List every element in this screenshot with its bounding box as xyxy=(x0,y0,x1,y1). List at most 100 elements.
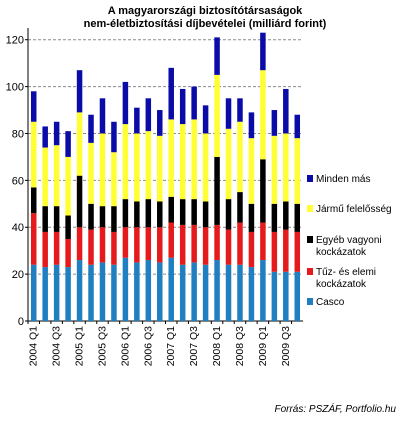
legend-label: Minden más xyxy=(316,174,370,185)
legend-swatch xyxy=(307,236,313,243)
y-tick-label: 100 xyxy=(6,82,24,94)
legend-swatch xyxy=(307,268,313,275)
y-tick-label: 20 xyxy=(12,269,24,281)
x-tick-label: 2009 Q1 xyxy=(257,326,269,366)
bar-segment xyxy=(111,231,117,265)
source-note: Forrás: PSZÁF, Portfolio.hu xyxy=(274,402,396,415)
y-tick-label: 120 xyxy=(6,35,24,47)
bar-segment xyxy=(283,88,289,134)
bar-segment xyxy=(214,37,220,75)
legend-swatch xyxy=(307,205,313,212)
bar-segment xyxy=(283,133,289,202)
y-tick-label: 80 xyxy=(12,128,24,140)
bar-segment xyxy=(145,227,152,261)
legend-label: Egyéb vagyoni kockázatok xyxy=(316,235,382,258)
bar-segment xyxy=(53,145,60,207)
bar-segment xyxy=(88,114,94,143)
bar-segment xyxy=(76,175,83,228)
bar-segment xyxy=(248,138,255,204)
bar-segment xyxy=(134,201,140,228)
bar-segment xyxy=(248,203,255,232)
bar-segment xyxy=(88,229,94,265)
bar-segment xyxy=(65,131,71,157)
bar-segment xyxy=(30,91,37,122)
bar-segment xyxy=(214,260,220,321)
bar-segment xyxy=(111,206,117,232)
bar-segment xyxy=(202,227,209,265)
bar-segment xyxy=(76,260,83,321)
bar-segment xyxy=(225,199,232,230)
bars xyxy=(30,32,301,321)
x-tick-label: 2004 Q3 xyxy=(51,326,63,366)
bar-segment xyxy=(271,203,278,232)
bar-segment xyxy=(202,105,209,134)
bar-segment xyxy=(157,135,163,202)
bar-segment xyxy=(99,227,106,263)
bar-segment xyxy=(191,262,197,321)
bar-segment xyxy=(168,222,174,258)
bar-segment xyxy=(53,264,60,321)
bar-segment xyxy=(191,199,197,225)
bar-segment xyxy=(122,124,129,200)
y-tick-labels: 0 20 40 60 80 100 120 xyxy=(6,35,24,328)
bar-segment xyxy=(134,227,140,263)
bar-segment xyxy=(157,227,163,263)
bar-segment xyxy=(168,196,174,223)
bar-segment xyxy=(145,260,152,321)
bar-segment xyxy=(191,86,197,120)
bar-segment xyxy=(283,229,289,272)
bar-segment xyxy=(168,119,174,197)
bar-segment xyxy=(202,201,209,228)
bar-segment xyxy=(294,271,301,321)
bar-segment xyxy=(88,142,94,204)
bar-segment xyxy=(214,224,220,261)
legend: Minden más Jármű felelősség Egyéb vagyoni k… xyxy=(307,174,392,308)
bar-segment xyxy=(260,70,266,160)
bar-segment xyxy=(294,114,301,139)
bar-segment xyxy=(122,199,129,228)
legend-swatch xyxy=(307,298,313,305)
bar-segment xyxy=(260,260,266,321)
bar-segment xyxy=(168,257,174,321)
bar-segment xyxy=(179,224,186,265)
bar-segment xyxy=(53,231,60,265)
bar-segment xyxy=(42,206,48,232)
bar-segment xyxy=(179,124,186,200)
bar-segment xyxy=(65,215,71,239)
bar-segment xyxy=(271,231,278,272)
bar-segment xyxy=(260,159,266,223)
bar-segment xyxy=(157,262,163,321)
legend-swatch xyxy=(307,175,313,182)
bar-segment xyxy=(225,98,232,129)
axes xyxy=(25,28,303,324)
bar-segment xyxy=(260,32,266,71)
bar-segment xyxy=(145,98,152,132)
bar-segment xyxy=(260,222,266,261)
bar-segment xyxy=(111,121,117,153)
bar-segment xyxy=(145,199,152,228)
bar-segment xyxy=(76,70,83,113)
gridlines xyxy=(28,39,303,275)
bar-segment xyxy=(168,67,174,120)
bar-segment xyxy=(30,187,37,214)
bar-segment xyxy=(248,267,255,321)
bar-segment xyxy=(179,88,186,125)
bar-segment xyxy=(157,201,163,228)
bar-segment xyxy=(202,133,209,202)
bar-segment xyxy=(88,203,94,230)
bar-segment xyxy=(237,121,243,193)
bar-segment xyxy=(271,271,278,321)
x-tick-label: 2008 Q1 xyxy=(211,326,223,366)
bar-segment xyxy=(111,264,117,321)
y-tick-label: 40 xyxy=(12,222,24,234)
legend-label: Casco xyxy=(316,297,345,308)
bar-segment xyxy=(248,112,255,139)
bar-segment xyxy=(30,264,37,321)
bar-segment xyxy=(42,147,48,207)
bar-segment xyxy=(53,206,60,232)
x-tick-label: 2007 Q3 xyxy=(188,326,200,366)
bar-segment xyxy=(99,262,106,321)
bar-segment xyxy=(202,264,209,321)
bar-segment xyxy=(99,206,106,228)
bar-segment xyxy=(42,126,48,148)
